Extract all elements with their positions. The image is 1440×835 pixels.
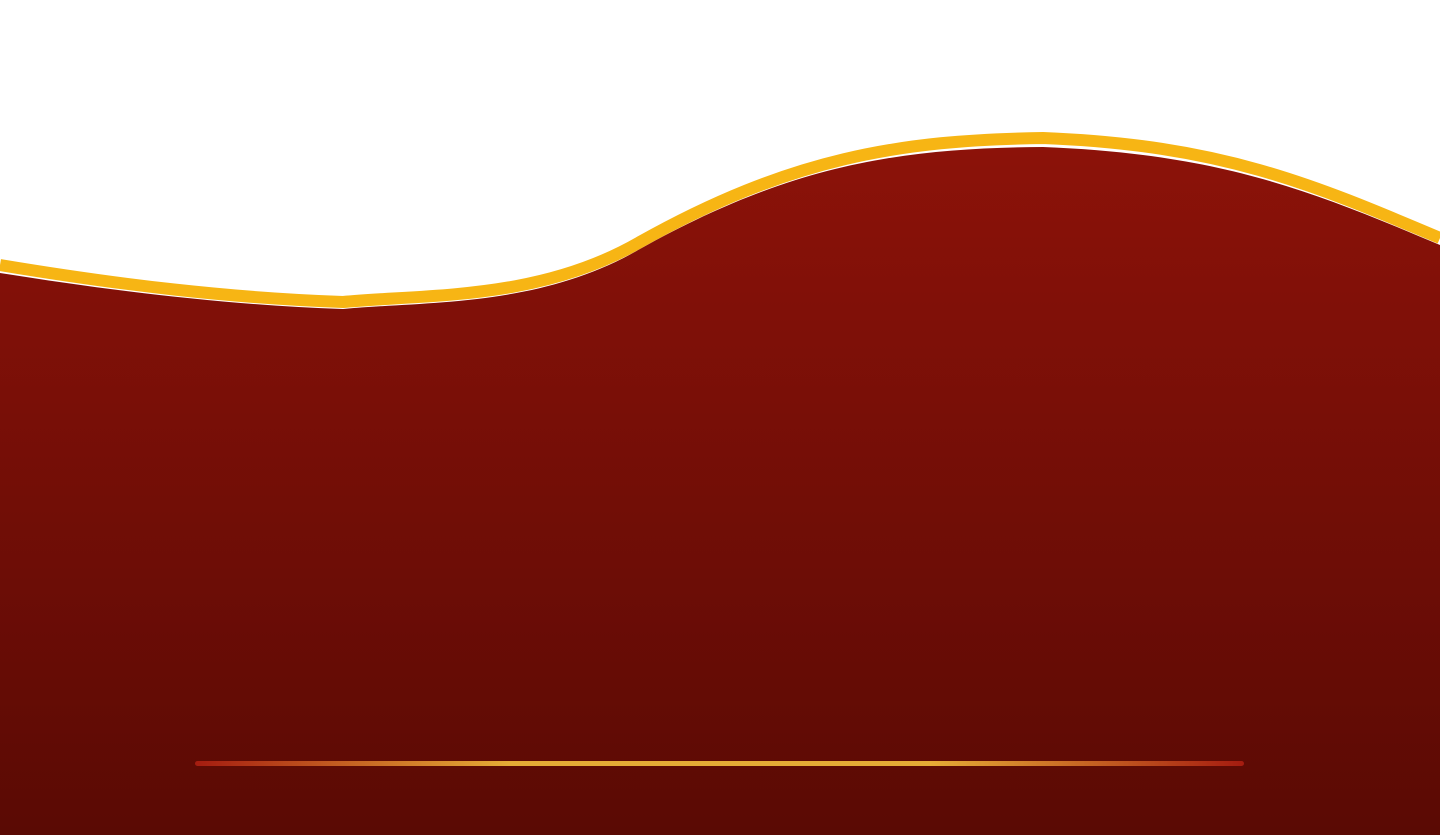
wave-red-panel xyxy=(0,147,1440,835)
decorative-gold-divider xyxy=(195,761,1244,766)
wave-gold-border xyxy=(0,132,1440,308)
